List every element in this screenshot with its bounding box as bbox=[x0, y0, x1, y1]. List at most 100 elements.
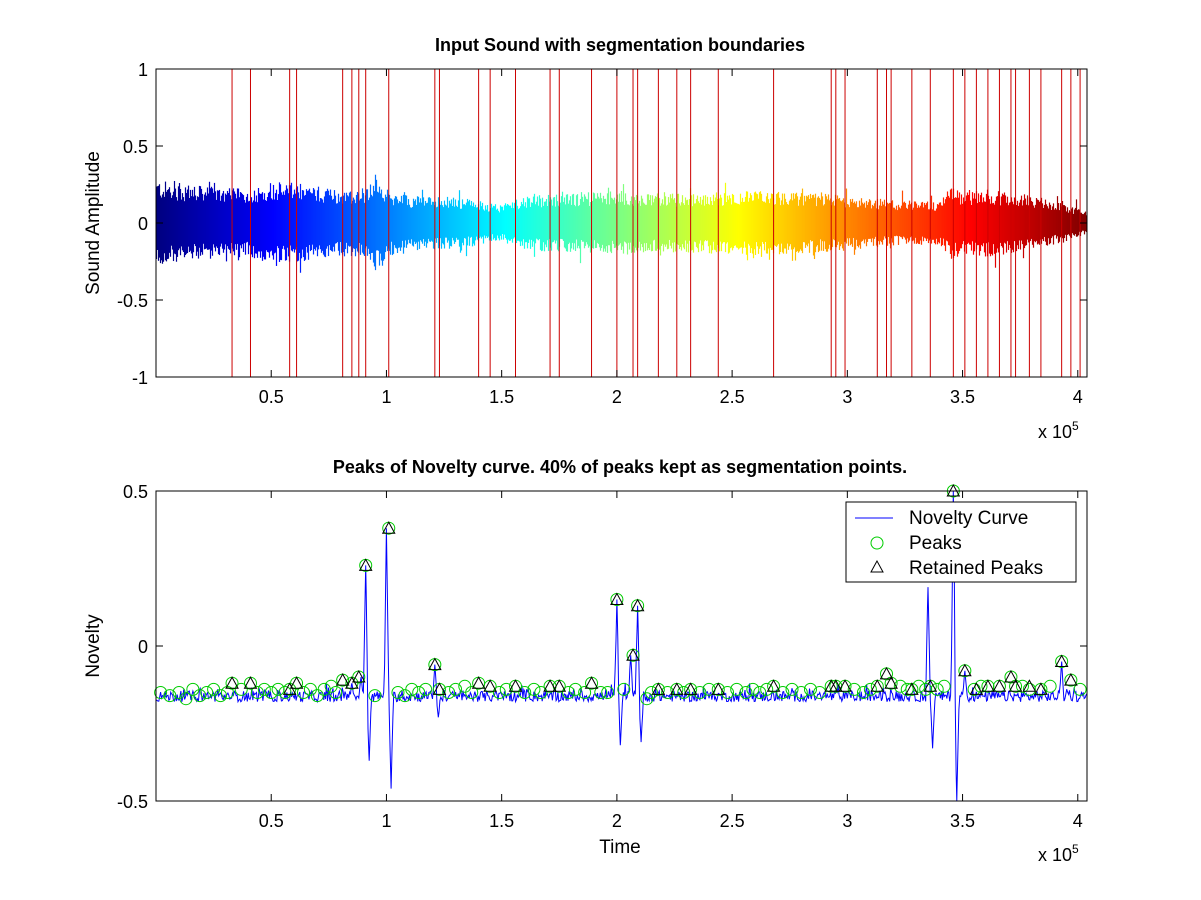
y-tick-label: 0 bbox=[138, 637, 148, 657]
peak-marker bbox=[278, 686, 292, 699]
retained-peak-marker bbox=[351, 669, 366, 683]
retained-peak-marker bbox=[243, 676, 258, 689]
peak-marker bbox=[739, 686, 753, 699]
legend: Novelty Curve Peaks Retained Peaks bbox=[845, 501, 1077, 583]
peak-marker bbox=[601, 686, 615, 699]
x-tick-label: 1 bbox=[381, 811, 391, 831]
peak-marker bbox=[472, 676, 486, 690]
top-y-axis-label: Sound Amplitude bbox=[83, 151, 104, 295]
retained-peak-marker bbox=[630, 598, 645, 612]
retained-peak-marker bbox=[225, 676, 239, 689]
retained-peak-marker bbox=[427, 657, 442, 671]
retained-peak-marker bbox=[610, 592, 624, 605]
peak-marker bbox=[442, 686, 456, 699]
retained-peak-marker bbox=[381, 521, 396, 534]
sound-waveform bbox=[155, 174, 1088, 273]
retained-peak-marker bbox=[981, 679, 995, 692]
retained-peak-marker bbox=[345, 676, 359, 689]
retained-peak-marker bbox=[884, 676, 898, 689]
peak-marker bbox=[626, 648, 640, 662]
retained-peak-marker bbox=[483, 679, 497, 692]
x-tick-label: 4 bbox=[1073, 811, 1083, 831]
x-tick-label: 1 bbox=[381, 387, 391, 407]
peak-marker bbox=[449, 682, 463, 696]
peak-marker bbox=[847, 682, 861, 696]
retained-peak-marker bbox=[543, 679, 557, 692]
top-x-exponent: x 105 bbox=[1038, 419, 1079, 442]
bottom-x-exponent: x 105 bbox=[1038, 842, 1079, 865]
peak-marker bbox=[214, 689, 228, 703]
peak-marker bbox=[753, 686, 767, 699]
top-x-ticks: 0.5 1 1.5 2 2.5 3 3.5 4 bbox=[259, 69, 1083, 407]
x-tick-label: 3 bbox=[842, 387, 852, 407]
y-tick-label: 0.5 bbox=[123, 137, 148, 157]
peak-marker bbox=[813, 686, 827, 699]
retained-peak-markers bbox=[225, 483, 1078, 695]
peak-marker bbox=[1043, 679, 1057, 693]
retained-peak-marker bbox=[1008, 679, 1023, 692]
peak-marker bbox=[264, 686, 278, 699]
peak-markers bbox=[154, 484, 1087, 706]
peak-marker bbox=[721, 686, 735, 699]
retained-peak-marker bbox=[766, 679, 781, 692]
peak-marker bbox=[870, 679, 884, 693]
bottom-x-axis-label: Time bbox=[599, 837, 641, 858]
x-tick-label: 0.5 bbox=[259, 811, 284, 831]
peak-marker bbox=[930, 682, 944, 696]
retained-peak-marker bbox=[1064, 673, 1078, 686]
retained-peak-marker bbox=[683, 682, 698, 695]
peak-marker bbox=[250, 686, 264, 699]
peak-marker bbox=[856, 686, 870, 699]
peak-marker bbox=[518, 686, 532, 699]
x-tick-label: 2 bbox=[612, 811, 622, 831]
y-tick-label: 1 bbox=[138, 60, 148, 80]
peak-marker bbox=[803, 682, 817, 696]
retained-peak-marker bbox=[651, 682, 666, 695]
peak-marker bbox=[405, 682, 419, 696]
peak-marker bbox=[1022, 682, 1036, 696]
peak-marker bbox=[578, 686, 592, 699]
retained-peak-marker bbox=[471, 676, 486, 689]
retained-peak-marker bbox=[969, 682, 984, 695]
x-tick-label: 2.5 bbox=[720, 811, 745, 831]
retained-peak-marker bbox=[828, 679, 843, 692]
peak-marker bbox=[419, 682, 433, 696]
peak-marker bbox=[499, 682, 513, 696]
retained-peak-marker bbox=[626, 648, 640, 661]
peak-marker bbox=[527, 682, 541, 696]
peak-marker bbox=[912, 679, 926, 693]
peak-marker bbox=[785, 682, 799, 696]
retained-peak-marker bbox=[992, 679, 1007, 692]
peak-marker bbox=[661, 686, 675, 699]
bottom-x-ticks: 0.5 1 1.5 2 2.5 3 3.5 4 bbox=[259, 491, 1083, 831]
retained-peak-marker bbox=[289, 676, 304, 689]
peak-marker bbox=[794, 686, 808, 699]
x-tick-label: 1.5 bbox=[489, 811, 514, 831]
peak-marker bbox=[981, 679, 995, 693]
peak-marker bbox=[617, 682, 631, 696]
bottom-y-ticks: -0.5 0 0.5 bbox=[117, 482, 1087, 812]
retained-peak-marker bbox=[905, 682, 919, 695]
peak-marker bbox=[179, 692, 193, 706]
top-subplot: Input Sound with segmentation boundaries… bbox=[83, 35, 1088, 442]
peak-marker bbox=[992, 679, 1006, 693]
peak-marker bbox=[412, 686, 426, 699]
peak-marker bbox=[967, 682, 981, 696]
peak-marker bbox=[1064, 673, 1078, 687]
x-tick-label: 0.5 bbox=[259, 387, 284, 407]
x-tick-label: 3.5 bbox=[950, 387, 975, 407]
retained-peak-marker bbox=[1054, 654, 1069, 667]
peak-marker bbox=[746, 682, 760, 696]
retained-peak-marker bbox=[282, 682, 297, 695]
peak-marker bbox=[154, 686, 168, 699]
retained-peak-marker bbox=[879, 666, 894, 680]
legend-retained-label: Retained Peaks bbox=[909, 558, 1043, 579]
legend-peaks-circle-icon bbox=[870, 536, 884, 550]
peak-marker bbox=[492, 686, 506, 699]
peak-marker bbox=[568, 682, 582, 696]
retained-peak-marker bbox=[358, 558, 373, 571]
retained-peak-marker bbox=[923, 679, 938, 692]
peak-marker bbox=[561, 686, 575, 699]
y-tick-label: -1 bbox=[132, 368, 148, 388]
